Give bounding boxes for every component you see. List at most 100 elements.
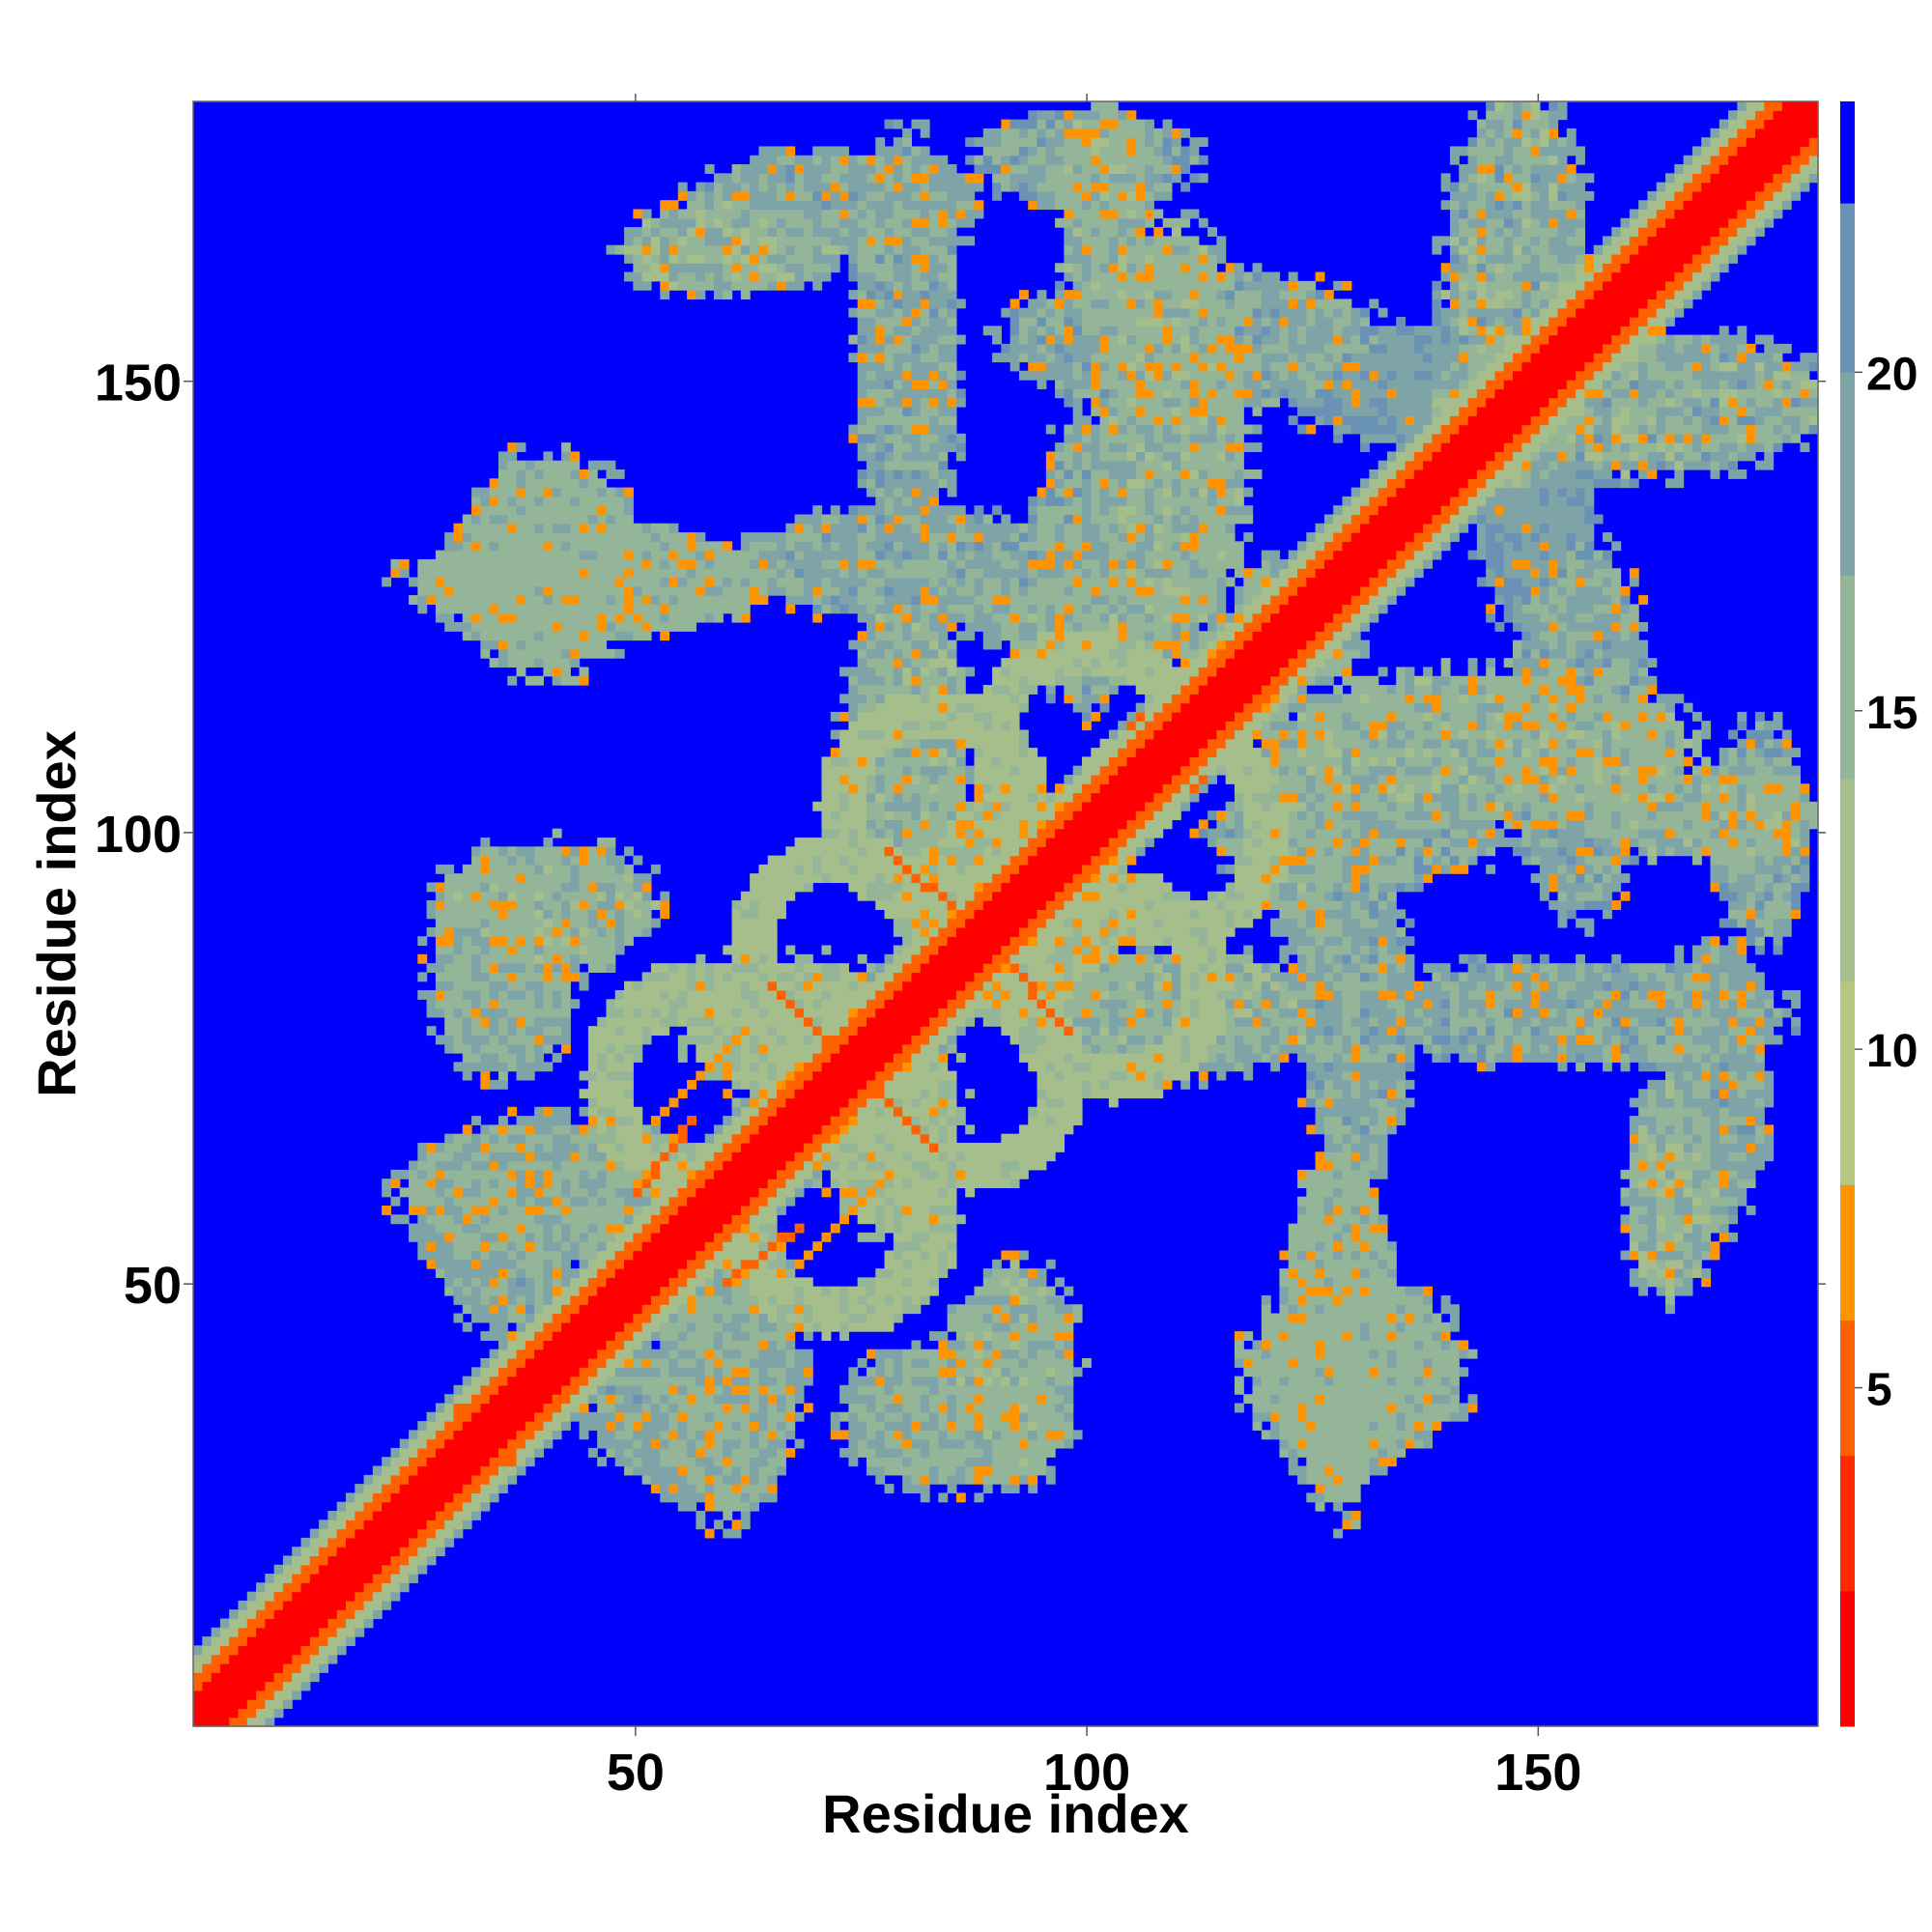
heatmap-cell-run: [552, 1430, 562, 1440]
heatmap-cell-run: [426, 1537, 445, 1548]
heatmap-cell-run: [1315, 1484, 1325, 1493]
heatmap-cell-run: [1198, 1079, 1208, 1090]
heatmap-cell-run: [525, 1196, 535, 1207]
heatmap-cell-run: [875, 1133, 886, 1144]
heatmap-cell-run: [497, 1484, 508, 1493]
heatmap-cell-run: [1252, 1384, 1451, 1395]
heatmap-cell-run: [1369, 1457, 1379, 1467]
heatmap-cell-run: [1118, 1008, 1137, 1018]
heatmap-cell-run: [1018, 1349, 1029, 1359]
heatmap-cell-run: [1539, 774, 1549, 784]
heatmap-cell-run: [1018, 1043, 1038, 1054]
heatmap-cell-run: [1037, 1421, 1074, 1431]
heatmap-cell-run: [417, 1169, 428, 1179]
heatmap-cell-run: [471, 1016, 481, 1027]
heatmap-cell-run: [1171, 953, 1181, 964]
heatmap-cell-run: [543, 1169, 554, 1179]
heatmap-cell-run: [1279, 891, 1298, 901]
heatmap-cell-run: [982, 1313, 993, 1323]
heatmap-cell-run: [1476, 963, 1487, 973]
heatmap-cell-run: [884, 1142, 895, 1152]
heatmap-cell-run: [1593, 846, 1604, 857]
heatmap-cell-run: [911, 1151, 939, 1162]
heatmap-cell-run: [1279, 989, 1317, 1000]
heatmap-cell-run: [1691, 1070, 1702, 1081]
heatmap-cell-run: [1108, 855, 1119, 866]
heatmap-cell-run: [677, 1357, 696, 1368]
heatmap-cell-run: [1386, 783, 1397, 794]
heatmap-cell-run: [1234, 1035, 1244, 1045]
heatmap-cell-run: [1378, 1116, 1388, 1125]
heatmap-cell-run: [1413, 1421, 1424, 1431]
heatmap-cell-run: [552, 926, 562, 937]
heatmap-cell-run: [1593, 838, 1612, 847]
heatmap-cell-run: [1576, 864, 1585, 874]
heatmap-cell-run: [650, 963, 670, 973]
heatmap-cell-run: [417, 1564, 428, 1575]
heatmap-cell-run: [1629, 792, 1639, 803]
heatmap-cell-run: [1081, 1089, 1092, 1099]
heatmap-cell-run: [1279, 1250, 1290, 1261]
heatmap-cell-run: [1360, 819, 1397, 830]
heatmap-cell-run: [857, 1206, 876, 1215]
heatmap-cell-run: [704, 1376, 715, 1386]
heatmap-cell-run: [1216, 945, 1227, 955]
heatmap-cell-run: [1800, 801, 1819, 811]
heatmap-cell-run: [1064, 1411, 1074, 1422]
heatmap-cell-run: [1055, 936, 1065, 947]
heatmap-cell-run: [767, 980, 778, 991]
heatmap-cell-run: [489, 972, 508, 982]
heatmap-cell-run: [911, 953, 930, 964]
heatmap-cell-run: [382, 1187, 392, 1198]
heatmap-cell-run: [731, 1484, 742, 1493]
heatmap-cell-run: [435, 1160, 464, 1171]
heatmap-cell-run: [1081, 783, 1101, 794]
heatmap-cell-run: [1081, 1035, 1092, 1045]
heatmap-cell-run: [1315, 819, 1325, 830]
heatmap-cell-run: [893, 1367, 903, 1378]
heatmap-cell-run: [1333, 1187, 1344, 1198]
heatmap-cell-run: [1423, 1313, 1434, 1323]
heatmap-cell-run: [1118, 926, 1128, 937]
heatmap-cell-run: [731, 1384, 751, 1395]
heatmap-cell-run: [1548, 783, 1559, 794]
heatmap-cell-run: [525, 1223, 545, 1234]
heatmap-cell-run: [1323, 1492, 1361, 1503]
heatmap-cell-run: [1216, 900, 1227, 910]
heatmap-cell-run: [965, 738, 1020, 749]
heatmap-cell-run: [1449, 729, 1460, 740]
heatmap-cell-run: [1396, 675, 1406, 686]
heatmap-cell-run: [866, 963, 876, 973]
heatmap-cell-run: [893, 1053, 913, 1063]
heatmap-cell-run: [848, 1116, 859, 1125]
heatmap-cell-run: [911, 1277, 930, 1288]
heatmap-cell-run: [1432, 748, 1451, 757]
heatmap-cell-run: [857, 1357, 867, 1368]
heatmap-cell-run: [1064, 900, 1146, 910]
heatmap-cell-run: [723, 1447, 733, 1458]
heatmap-cell-run: [929, 1277, 939, 1288]
heatmap-cell-run: [1315, 1421, 1370, 1431]
heatmap-cell-run: [633, 1214, 652, 1225]
heatmap-cell-run: [677, 1340, 715, 1350]
heatmap-cell-run: [1656, 694, 1685, 704]
heatmap-cell-run: [839, 1043, 903, 1054]
heatmap-cell-run: [587, 945, 616, 955]
heatmap-cell-run: [1691, 729, 1702, 740]
heatmap-cell-run: [606, 1421, 616, 1431]
heatmap-cell-run: [1342, 801, 1352, 811]
heatmap-cell-run: [830, 810, 840, 821]
heatmap-cell-run: [1081, 864, 1101, 874]
heatmap-cell-run: [866, 846, 886, 857]
heatmap-cell-run: [614, 900, 625, 910]
heatmap-cell-run: [1386, 756, 1397, 767]
heatmap-cell-run: [731, 1367, 751, 1378]
heatmap-cell-run: [516, 936, 526, 947]
heatmap-cell-run: [516, 1259, 545, 1269]
heatmap-cell-run: [1118, 918, 1154, 928]
heatmap-cell-run: [740, 953, 751, 964]
heatmap-cell-run: [1423, 1340, 1442, 1350]
heatmap-cell-run: [1405, 783, 1415, 794]
heatmap-cell-run: [1225, 999, 1236, 1009]
heatmap-cell-run: [902, 1376, 913, 1386]
